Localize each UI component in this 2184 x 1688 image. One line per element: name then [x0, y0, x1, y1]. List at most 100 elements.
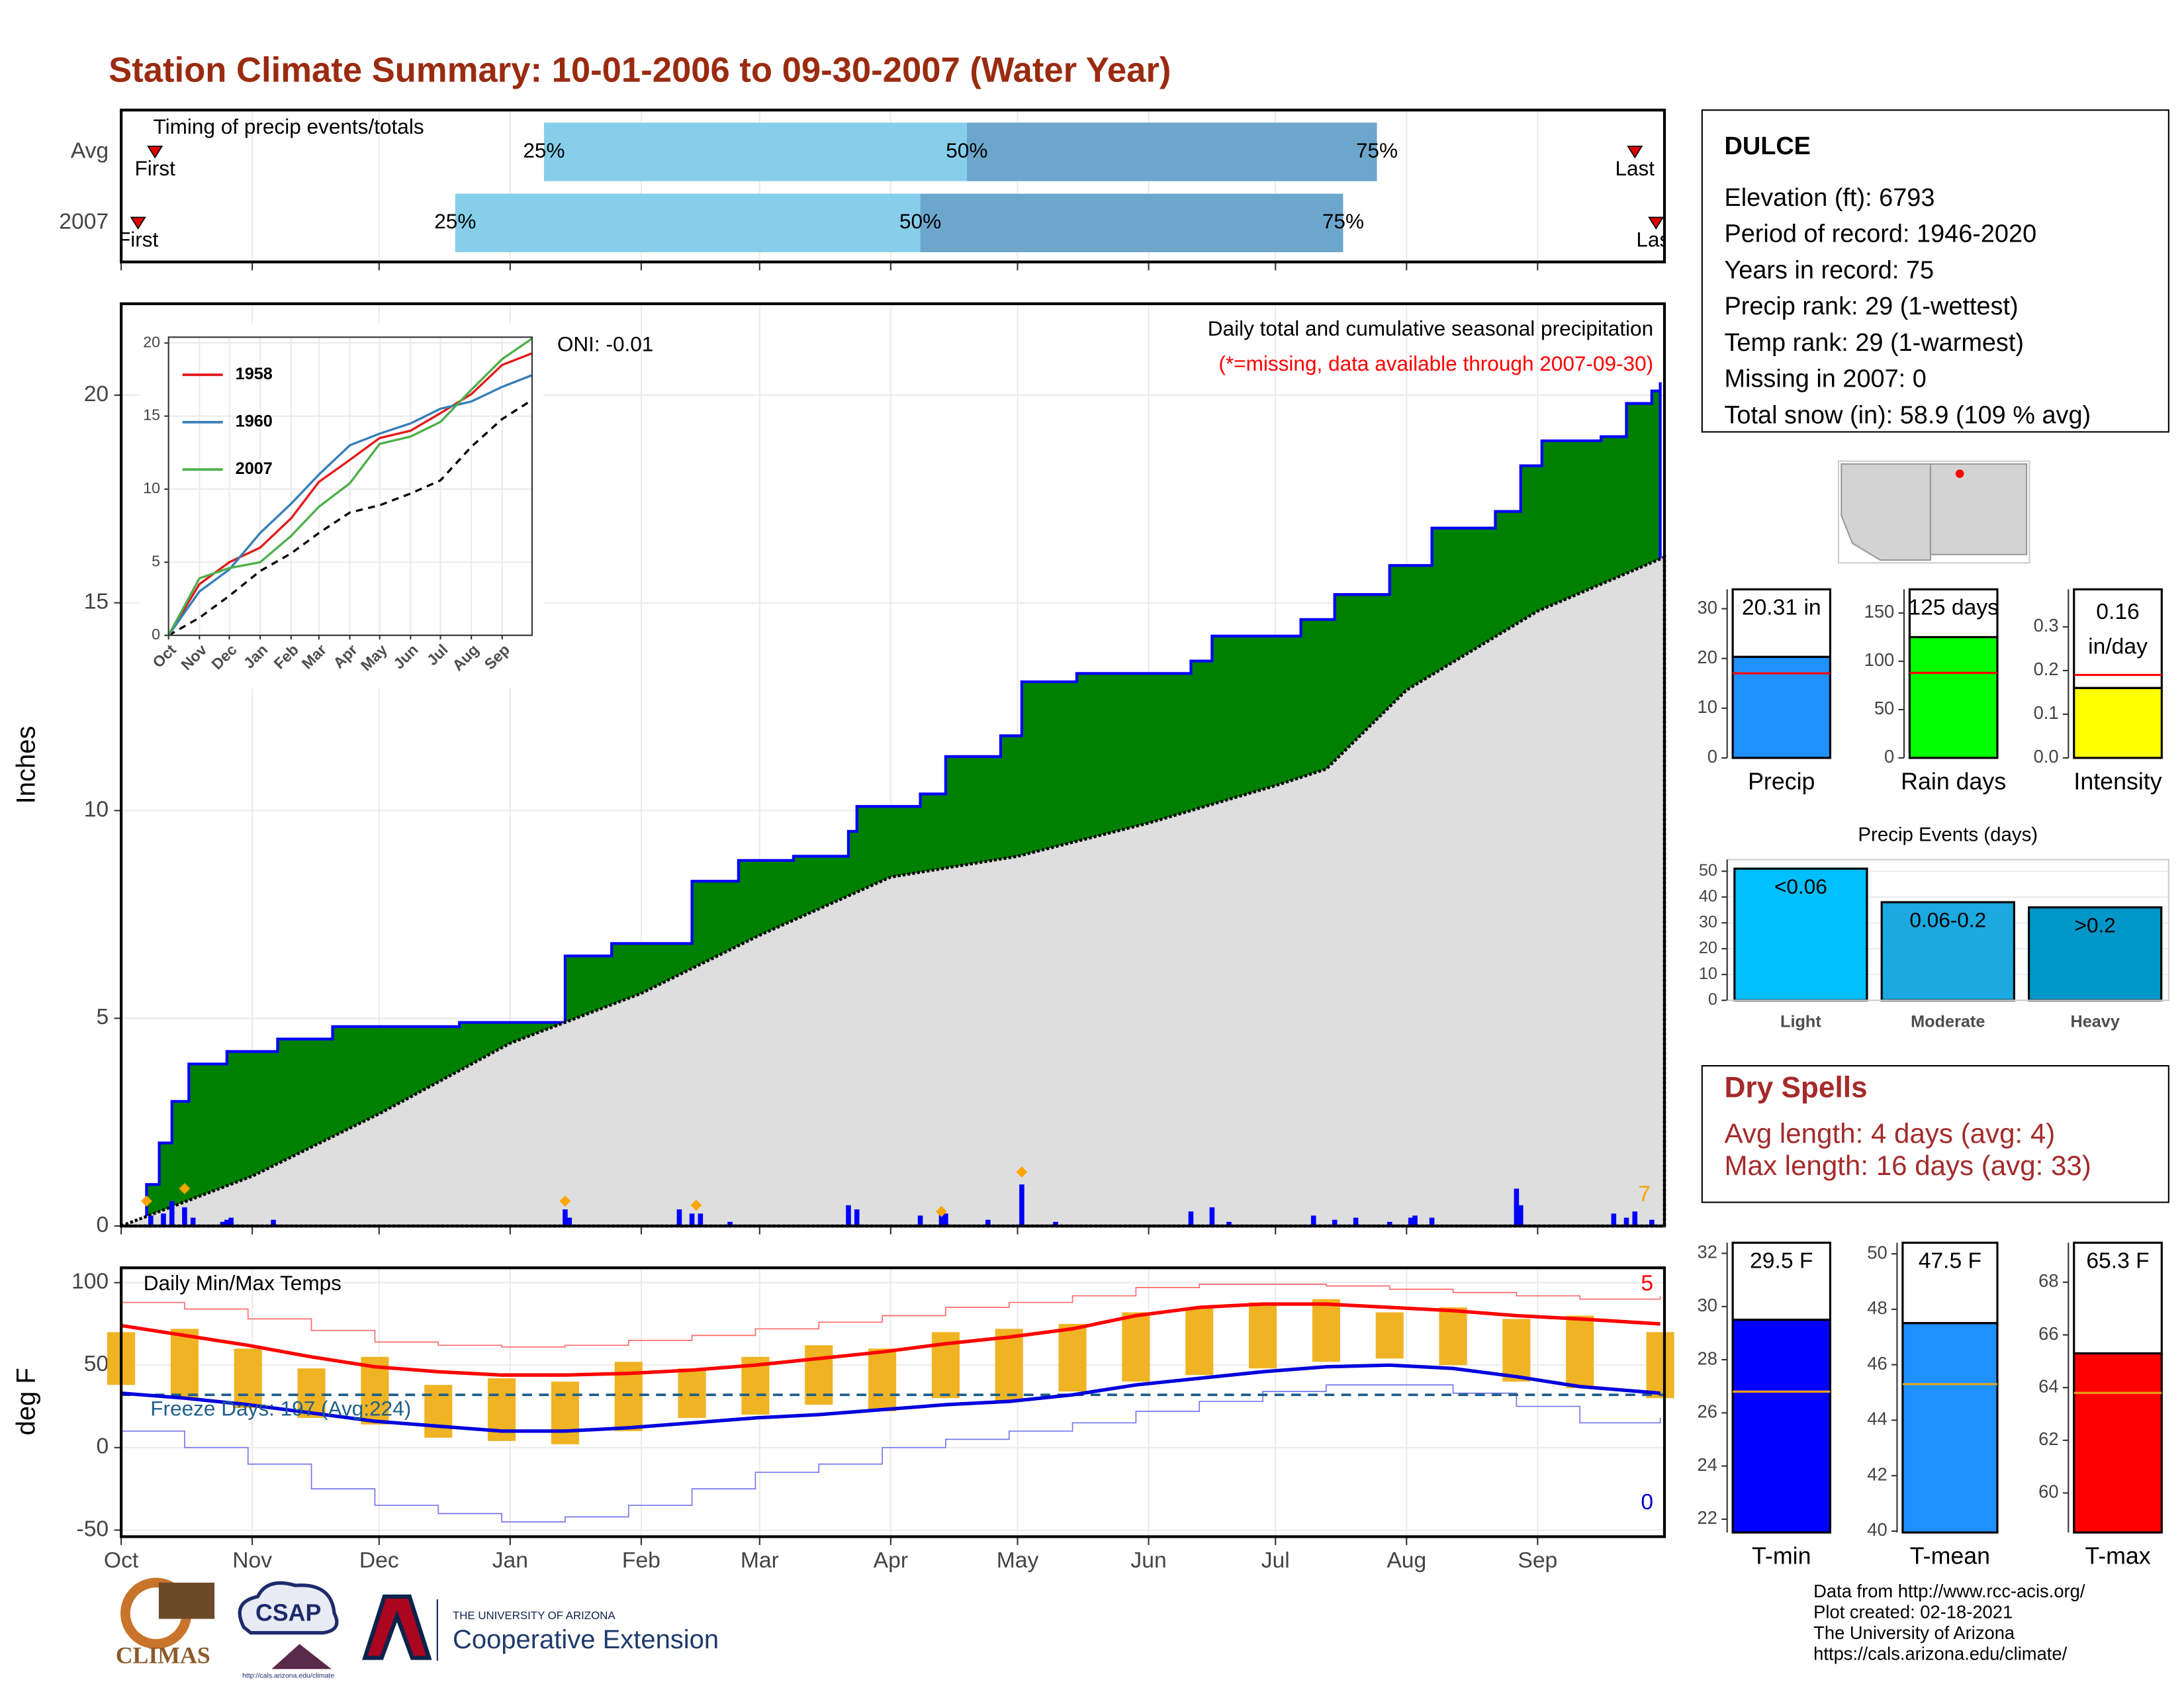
daily-bar: [1412, 1215, 1418, 1227]
quantile-label: 75%: [1322, 209, 1364, 233]
daily-bar: [917, 1215, 923, 1227]
event-label: Last: [1615, 156, 1655, 180]
daily-bar: [563, 1209, 568, 1227]
y-tick-label: 32: [1698, 1242, 1717, 1262]
series-line: [167, 352, 533, 636]
daily-bar: [1649, 1219, 1655, 1227]
daily-range-bar: [297, 1368, 326, 1418]
university-name: THE UNIVERSITY OF ARIZONA: [453, 1609, 615, 1622]
y-tick-label: 5: [96, 1005, 109, 1029]
y-tick-label: -50: [77, 1517, 109, 1541]
dry-spells-line: Max length: 16 days (avg: 33): [1724, 1150, 2091, 1181]
bar-title: Precip Events (days): [1858, 824, 2038, 846]
daily-range-bar: [868, 1348, 897, 1412]
dry-spells-line: Avg length: 4 days (avg: 4): [1724, 1117, 2055, 1149]
daily-bar: [1623, 1217, 1629, 1227]
y-tick-label: 0: [1708, 990, 1717, 1009]
category-label: Moderate: [1911, 1012, 1985, 1031]
daily-range-bar: [1439, 1307, 1467, 1366]
y-tick-label: 100: [1864, 649, 1895, 670]
daily-bar: [228, 1217, 234, 1227]
y-tick-label: 50: [84, 1352, 109, 1376]
event-marker: [1648, 216, 1664, 230]
y-tick-label: 15: [84, 590, 109, 614]
y-tick-label: 10: [1699, 964, 1717, 983]
y-tick-label: 48: [1867, 1297, 1887, 1318]
map-state: [1929, 463, 2028, 555]
daily-bar: [1514, 1188, 1520, 1227]
category-label: Precip: [1748, 768, 1815, 794]
bar: [1908, 635, 1999, 759]
daily-range-bar: [234, 1348, 262, 1409]
value-label-box: [1731, 588, 1832, 658]
y-axis-label: Inches: [12, 726, 41, 804]
daily-bar: [1019, 1184, 1024, 1227]
daily-range-bar: [1058, 1323, 1087, 1392]
daily-range-bar: [995, 1329, 1023, 1402]
csap-cloud: [238, 1581, 339, 1635]
daily-bar: [1353, 1217, 1359, 1227]
y-tick-label: 100: [71, 1270, 109, 1294]
y-tick-label: 20: [1698, 647, 1717, 667]
record-low-count: 0: [1641, 1490, 1653, 1515]
y-tick-label: 28: [1698, 1348, 1717, 1368]
average-area: [120, 555, 1666, 1228]
y-tick-label: 26: [1698, 1401, 1717, 1422]
daily-range-bar: [1646, 1332, 1674, 1399]
category-label: Heavy: [2070, 1012, 2119, 1031]
y-tick-label: 30: [1698, 1295, 1717, 1315]
y-tick-label: 0.2: [2034, 659, 2059, 679]
y-tick-label: 46: [1867, 1353, 1887, 1374]
page-title: Station Climate Summary: 10-01-2006 to 0…: [109, 50, 1171, 89]
footer-line: https://cals.arizona.edu/climate/: [1813, 1644, 2067, 1664]
y-tick-label: 62: [2038, 1429, 2058, 1449]
footer: Data from http://www.rcc-acis.org/ Plot …: [1813, 1581, 2085, 1664]
y-tick-label: 64: [2038, 1376, 2058, 1396]
quartile-bar: [920, 193, 1343, 252]
quantile-label: 25%: [523, 138, 565, 162]
x-tick-label: Jan: [492, 1548, 528, 1573]
x-tick-label: Aug: [1387, 1548, 1426, 1573]
series-line: [167, 337, 533, 636]
y-tick-label: 0: [96, 1434, 109, 1459]
logos: CLIMAS CSAP http://cals.arizona.edu/clim…: [116, 1577, 719, 1680]
timeline-rows: 25% 50% 75% First Last 25% 50% 75% First Last: [121, 122, 1664, 252]
x-tick-label: Nov: [232, 1548, 272, 1573]
daily-bar: [220, 1221, 226, 1227]
panel-frame: [119, 1266, 1666, 1538]
daily-range-bar: [1312, 1299, 1340, 1362]
daily-bar: [1518, 1205, 1524, 1227]
quantile-label: 25%: [434, 209, 476, 233]
y-tick-label: 150: [1864, 601, 1895, 622]
event-diamond: [559, 1196, 571, 1207]
quartile-bar: [455, 193, 921, 252]
quantile-label: 50%: [899, 209, 941, 233]
dry-spells: Dry Spells Avg length: 4 days (avg: 4) M…: [1701, 1064, 2169, 1203]
info-box: [1701, 109, 2169, 433]
event-count: 7: [1638, 1182, 1651, 1207]
daily-range-bar: [1185, 1307, 1214, 1376]
panel-frame: [119, 109, 1666, 263]
daily-range-bar: [1375, 1312, 1404, 1359]
value-label: 47.5 F: [1919, 1249, 1981, 1274]
daily-bar: [938, 1211, 944, 1227]
value-label-box: [2073, 588, 2163, 689]
bin-label: <0.06: [1774, 874, 1827, 898]
quartile-bar: [543, 122, 967, 181]
daily-bar: [224, 1219, 230, 1227]
y-tick-label: 30: [1698, 597, 1717, 618]
daily-range-bar: [1566, 1315, 1594, 1389]
x-tick-label: Apr: [874, 1548, 908, 1573]
daily-bar: [1188, 1211, 1194, 1227]
y-tick-label: 40: [1699, 887, 1717, 906]
row-label: 2007: [59, 210, 109, 234]
info-line: Missing in 2007: 0: [1724, 365, 1926, 393]
daily-range-bar: [551, 1382, 579, 1444]
x-tick-label: Sep: [1518, 1548, 1557, 1573]
y-tick-label: 10: [1698, 696, 1717, 717]
dry-spells-title: Dry Spells: [1724, 1072, 1867, 1104]
daily-range-bar: [1122, 1312, 1150, 1382]
daily-bar: [1429, 1217, 1435, 1227]
